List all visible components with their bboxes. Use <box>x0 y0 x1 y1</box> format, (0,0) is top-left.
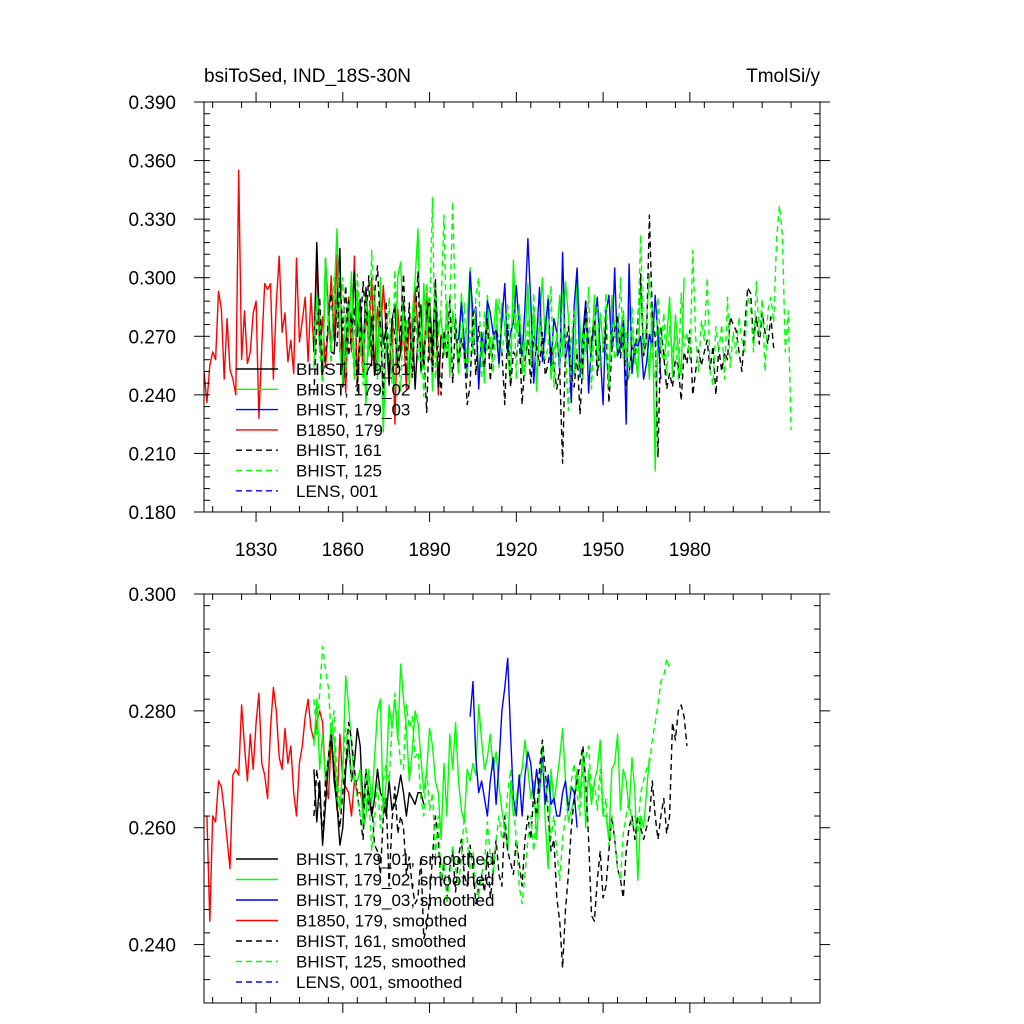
top-panel: bsiToSed, IND_18S-30N TmolSi/y 0.180 0.210 0… <box>128 66 830 561</box>
x-tick-label: 1860 <box>322 540 364 561</box>
y-tick-label: 0.270 <box>128 327 176 348</box>
legend-label: BHIST, 179_02, smoothed <box>296 871 494 890</box>
y-tick-label: 0.210 <box>128 444 176 465</box>
y-tick-label: 0.300 <box>128 269 176 290</box>
x-tick-label: 1950 <box>582 540 624 561</box>
series-group <box>204 169 792 472</box>
chart-title: bsiToSed, IND_18S-30N <box>204 66 411 87</box>
x-tick-label: 1920 <box>495 540 537 561</box>
y-tick-label: 0.300 <box>128 585 176 606</box>
y-tick-label: 0.330 <box>128 210 176 231</box>
legend-label: BHIST, 161 <box>296 441 382 460</box>
legend-label: BHIST, 179_03 <box>296 401 410 420</box>
legend-label: LENS, 001 <box>296 482 378 501</box>
x-tick-label: 1890 <box>408 540 450 561</box>
y-tick-label: 0.280 <box>128 702 176 723</box>
bottom-panel: 0.240 0.260 0.280 0.300 BHIST, 179_01, smoot… <box>128 584 830 1013</box>
legend-label: BHIST, 161, smoothed <box>296 932 466 951</box>
series-line-bhist-161-smoothed <box>313 704 688 969</box>
legend-label: BHIST, 179_02 <box>296 380 410 399</box>
series-line-bhist-125-smoothed <box>313 645 671 905</box>
y-tick-label: 0.390 <box>128 93 176 114</box>
plot-frame <box>203 101 821 513</box>
legend-label: BHIST, 179_01, smoothed <box>296 850 494 869</box>
series-line-bhist-179-02-smoothed <box>313 663 651 881</box>
y-tick-label: 0.240 <box>128 936 176 957</box>
legend-label: B1850, 179, smoothed <box>296 912 467 931</box>
y-tick-label: 0.180 <box>128 503 176 524</box>
series-group <box>206 645 688 969</box>
y-tick-label: 0.360 <box>128 152 176 173</box>
x-tick-label: 1830 <box>235 540 277 561</box>
legend-label: LENS, 001, smoothed <box>296 973 462 992</box>
legend-label: BHIST, 125, smoothed <box>296 953 466 972</box>
x-tick-label: 1980 <box>669 540 711 561</box>
legend-label: BHIST, 125 <box>296 462 382 481</box>
legend-label: BHIST, 179_03, smoothed <box>296 891 494 910</box>
units-label: TmolSi/y <box>746 66 820 87</box>
legend-label: BHIST, 179_01 <box>296 360 410 379</box>
y-tick-label: 0.240 <box>128 386 176 407</box>
legend-label: B1850, 179 <box>296 421 383 440</box>
plot-frame <box>203 593 821 1004</box>
y-tick-label: 0.260 <box>128 819 176 840</box>
series-line-bhist-179-03-smoothed <box>469 657 578 828</box>
legend: BHIST, 179_01, smoothed BHIST, 179_02, sm… <box>236 850 494 992</box>
series-line-bhist-125 <box>313 196 792 431</box>
